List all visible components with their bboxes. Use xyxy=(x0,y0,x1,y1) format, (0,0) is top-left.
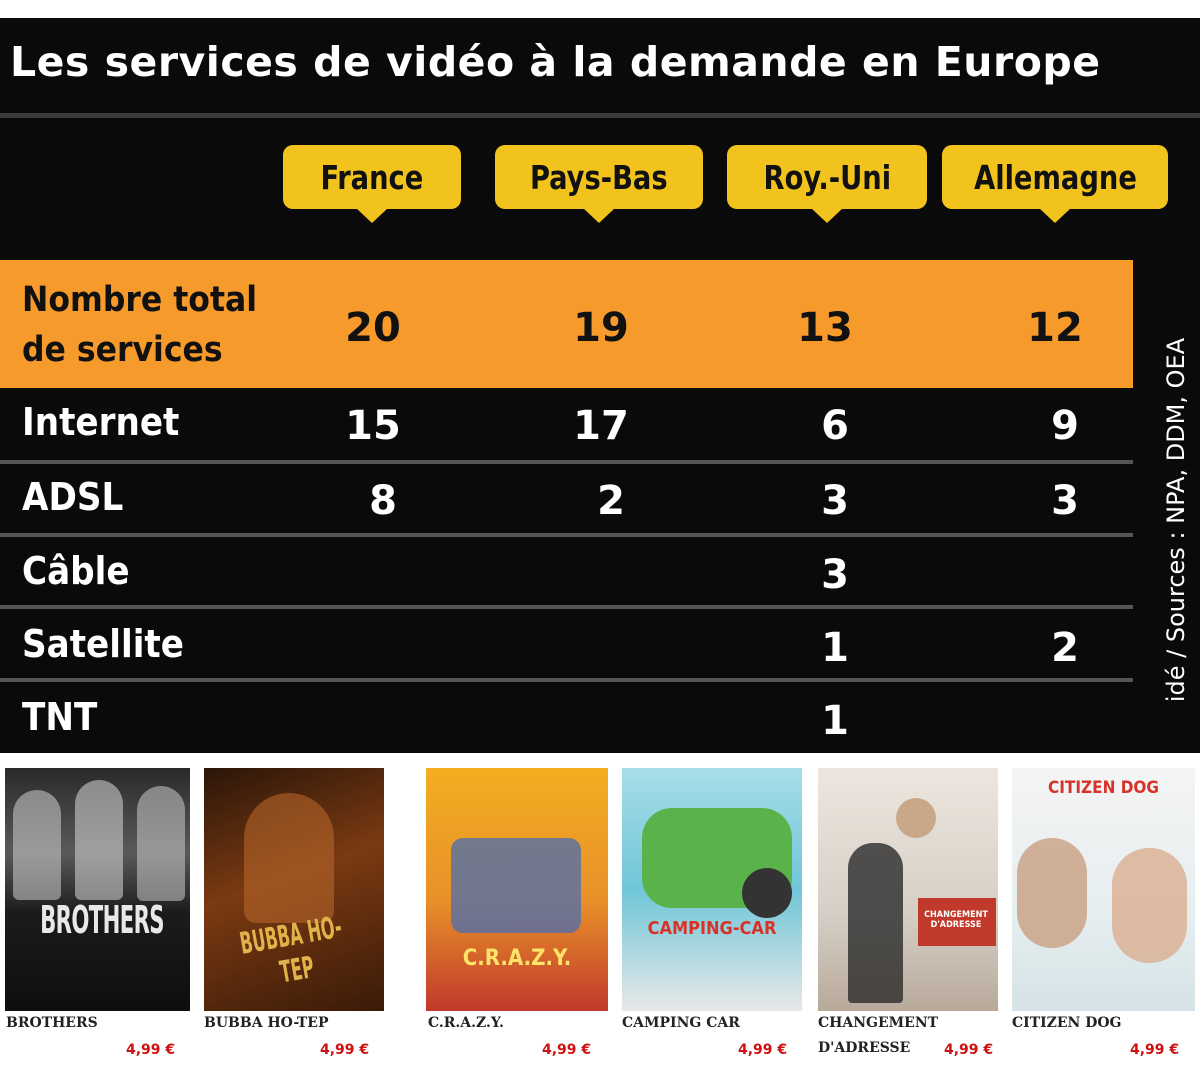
poster-figure xyxy=(848,843,903,1003)
poster-face xyxy=(75,780,123,900)
row-divider xyxy=(0,605,1133,609)
column-header-allemagne: Allemagne xyxy=(942,145,1168,223)
poster-caption-line2: D'ADRESSE xyxy=(818,1040,911,1056)
row-label-satellite: Satellite xyxy=(22,622,184,666)
poster-changement-d-adresse: CHANGEMENT D'ADRESSE xyxy=(818,768,998,1011)
row-divider xyxy=(0,533,1133,537)
poster-figure xyxy=(244,793,334,923)
poster-label-box xyxy=(918,898,996,946)
price-label: 4,99 € xyxy=(738,1042,788,1058)
total-value-pays-bas: 19 xyxy=(573,305,629,351)
cell-internet-pays-bas: 17 xyxy=(573,403,629,449)
total-row-label: Nombre total de services xyxy=(22,275,292,375)
total-row xyxy=(0,260,1133,388)
poster-caption-line1: CHANGEMENT xyxy=(818,1015,939,1031)
total-value-allemagne: 12 xyxy=(1027,305,1083,351)
poster-face xyxy=(137,786,185,901)
row-divider xyxy=(0,678,1133,682)
row-label-adsl: ADSL xyxy=(22,475,124,519)
poster-title: CITIZEN DOG xyxy=(1048,778,1159,798)
cell-internet-france: 15 xyxy=(345,403,401,449)
poster-caption: BROTHERS xyxy=(6,1015,98,1031)
row-label-cable: Câble xyxy=(22,549,130,593)
column-header-label: Allemagne xyxy=(973,157,1137,197)
cell-adsl-allemagne: 3 xyxy=(1051,478,1079,524)
chart-title: Les services de vidéo à la demande en Eu… xyxy=(10,38,1101,86)
price-label: 4,99 € xyxy=(542,1042,592,1058)
poster-brothers: BROTHERS xyxy=(5,768,190,1011)
poster-figures xyxy=(451,838,581,933)
poster-title: C.R.A.Z.Y. xyxy=(462,946,572,971)
cell-cable-roy-uni: 3 xyxy=(821,552,849,598)
cell-adsl-france: 8 xyxy=(369,478,397,524)
source-note: idé / Sources : NPA, DDM, OEA xyxy=(1162,337,1190,703)
cell-adsl-pays-bas: 2 xyxy=(597,478,625,524)
cell-satellite-allemagne: 2 xyxy=(1051,625,1079,671)
price-label: 4,99 € xyxy=(944,1042,994,1058)
poster-face xyxy=(896,798,936,838)
poster-caption: CITIZEN DOG xyxy=(1012,1015,1122,1031)
cell-internet-allemagne: 9 xyxy=(1051,403,1079,449)
poster-title: CAMPING-CAR xyxy=(647,918,777,939)
column-header-label: Roy.-Uni xyxy=(763,157,891,197)
row-divider xyxy=(0,460,1133,464)
total-value-roy-uni: 13 xyxy=(797,305,853,351)
price-label: 4,99 € xyxy=(1130,1042,1180,1058)
poster-citizen-dog: CITIZEN DOG xyxy=(1012,768,1195,1011)
poster-face xyxy=(1112,848,1187,963)
column-header-label: France xyxy=(320,157,424,197)
column-header-france: France xyxy=(283,145,461,223)
price-label: 4,99 € xyxy=(126,1042,176,1058)
column-header-label: Pays-Bas xyxy=(530,157,668,197)
poster-crazy: C.R.A.Z.Y. xyxy=(426,768,608,1011)
cell-tnt-roy-uni: 1 xyxy=(821,698,849,744)
poster-wheel xyxy=(742,868,792,918)
column-header-pays-bas: Pays-Bas xyxy=(495,145,703,223)
total-label-line1: Nombre total xyxy=(22,280,258,320)
cell-internet-roy-uni: 6 xyxy=(821,403,849,449)
poster-face xyxy=(13,790,61,900)
title-divider xyxy=(0,113,1200,118)
cell-satellite-roy-uni: 1 xyxy=(821,625,849,671)
poster-bubba-ho-tep: BUBBA HO-TEP xyxy=(204,768,384,1011)
total-label-line2: de services xyxy=(22,330,223,370)
poster-caption: C.R.A.Z.Y. xyxy=(428,1015,504,1031)
poster-camping-car: CAMPING-CAR xyxy=(622,768,802,1011)
row-label-internet: Internet xyxy=(22,400,180,444)
row-label-tnt: TNT xyxy=(22,695,98,739)
total-value-france: 20 xyxy=(345,305,401,351)
cell-adsl-roy-uni: 3 xyxy=(821,478,849,524)
poster-face xyxy=(1017,838,1087,948)
poster-caption: CAMPING CAR xyxy=(622,1015,740,1031)
poster-title: BROTHERS xyxy=(40,898,164,942)
price-label: 4,99 € xyxy=(320,1042,370,1058)
column-header-roy-uni: Roy.-Uni xyxy=(727,145,927,223)
poster-title: CHANGEMENT D'ADRESSE xyxy=(924,910,988,930)
poster-caption: BUBBA HO-TEP xyxy=(204,1015,329,1031)
